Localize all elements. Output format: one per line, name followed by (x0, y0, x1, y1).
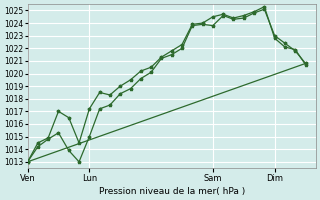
X-axis label: Pression niveau de la mer( hPa ): Pression niveau de la mer( hPa ) (99, 187, 245, 196)
